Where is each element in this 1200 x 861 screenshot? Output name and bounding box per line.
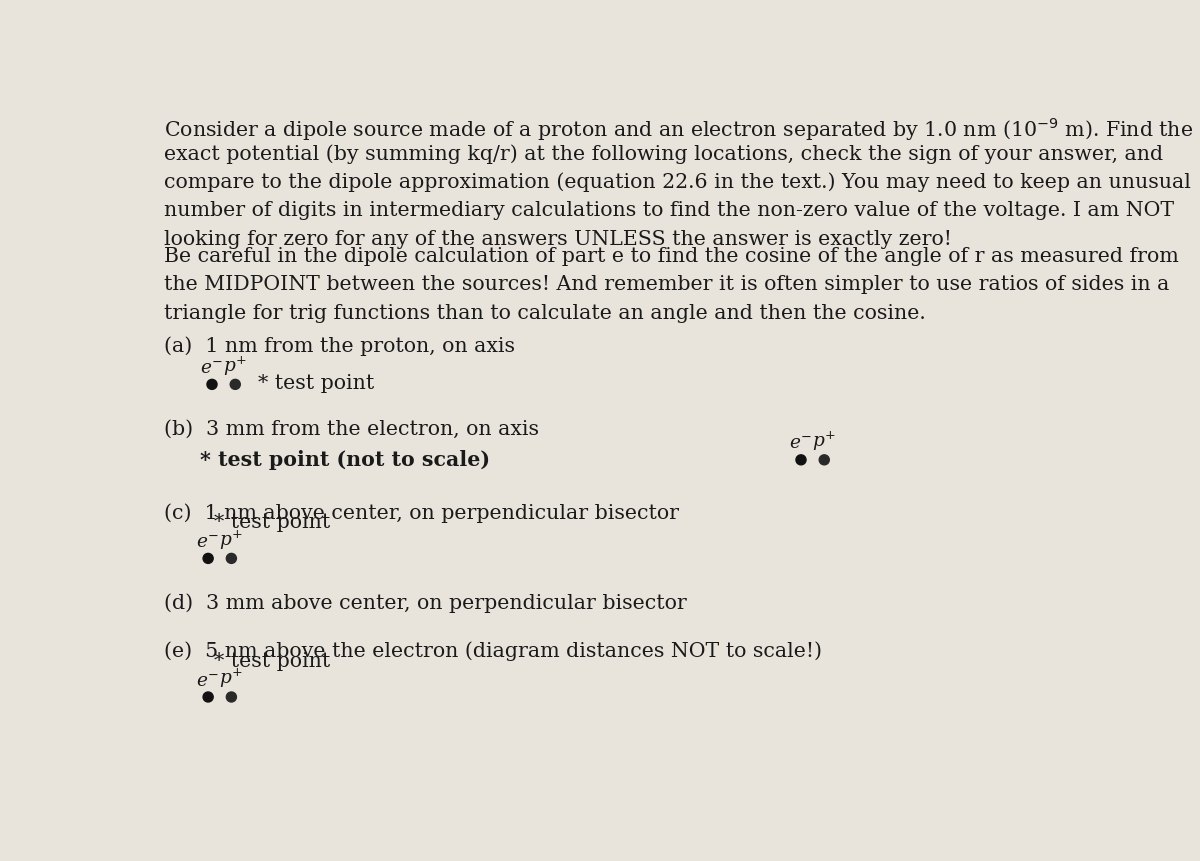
Text: looking for zero for any of the answers UNLESS the answer is exactly zero!: looking for zero for any of the answers … xyxy=(164,230,952,249)
Text: p$^{+}$: p$^{+}$ xyxy=(218,667,242,691)
Text: p$^{+}$: p$^{+}$ xyxy=(218,529,242,552)
Text: * test point (not to scale): * test point (not to scale) xyxy=(200,449,491,470)
Text: * test point: * test point xyxy=(214,513,330,532)
Text: triangle for trig functions than to calculate an angle and then the cosine.: triangle for trig functions than to calc… xyxy=(164,304,925,323)
Text: * test point: * test point xyxy=(258,374,374,393)
Text: * test point: * test point xyxy=(214,652,330,671)
Circle shape xyxy=(796,455,806,465)
Text: e$^{-}$: e$^{-}$ xyxy=(788,436,811,453)
Text: (e)  5 nm above the electron (diagram distances NOT to scale!): (e) 5 nm above the electron (diagram dis… xyxy=(164,641,822,661)
Circle shape xyxy=(206,380,217,389)
Text: e$^{-}$: e$^{-}$ xyxy=(200,360,222,378)
Text: e$^{-}$: e$^{-}$ xyxy=(196,672,218,691)
Text: (b)  3 mm from the electron, on axis: (b) 3 mm from the electron, on axis xyxy=(164,420,539,439)
Text: exact potential (by summing kq/r) at the following locations, check the sign of : exact potential (by summing kq/r) at the… xyxy=(164,144,1163,164)
Circle shape xyxy=(203,692,214,702)
Text: p$^{+}$: p$^{+}$ xyxy=(223,355,246,378)
Text: Consider a dipole source made of a proton and an electron separated by 1.0 nm (1: Consider a dipole source made of a proto… xyxy=(164,115,1193,143)
Circle shape xyxy=(203,554,214,563)
Circle shape xyxy=(227,692,236,702)
Circle shape xyxy=(820,455,829,465)
Text: number of digits in intermediary calculations to find the non-zero value of the : number of digits in intermediary calcula… xyxy=(164,201,1174,220)
Text: (a)  1 nm from the proton, on axis: (a) 1 nm from the proton, on axis xyxy=(164,337,515,356)
Circle shape xyxy=(230,380,240,389)
Text: (d)  3 mm above center, on perpendicular bisector: (d) 3 mm above center, on perpendicular … xyxy=(164,594,686,614)
Text: p$^{+}$: p$^{+}$ xyxy=(811,430,835,453)
Circle shape xyxy=(227,554,236,563)
Text: compare to the dipole approximation (equation 22.6 in the text.) You may need to: compare to the dipole approximation (equ… xyxy=(164,172,1190,192)
Text: Be careful in the dipole calculation of part e to find the cosine of the angle o: Be careful in the dipole calculation of … xyxy=(164,246,1178,265)
Text: e$^{-}$: e$^{-}$ xyxy=(196,534,218,552)
Text: the MIDPOINT between the sources! And remember it is often simpler to use ratios: the MIDPOINT between the sources! And re… xyxy=(164,275,1169,294)
Text: (c)  1 nm above center, on perpendicular bisector: (c) 1 nm above center, on perpendicular … xyxy=(164,503,679,523)
